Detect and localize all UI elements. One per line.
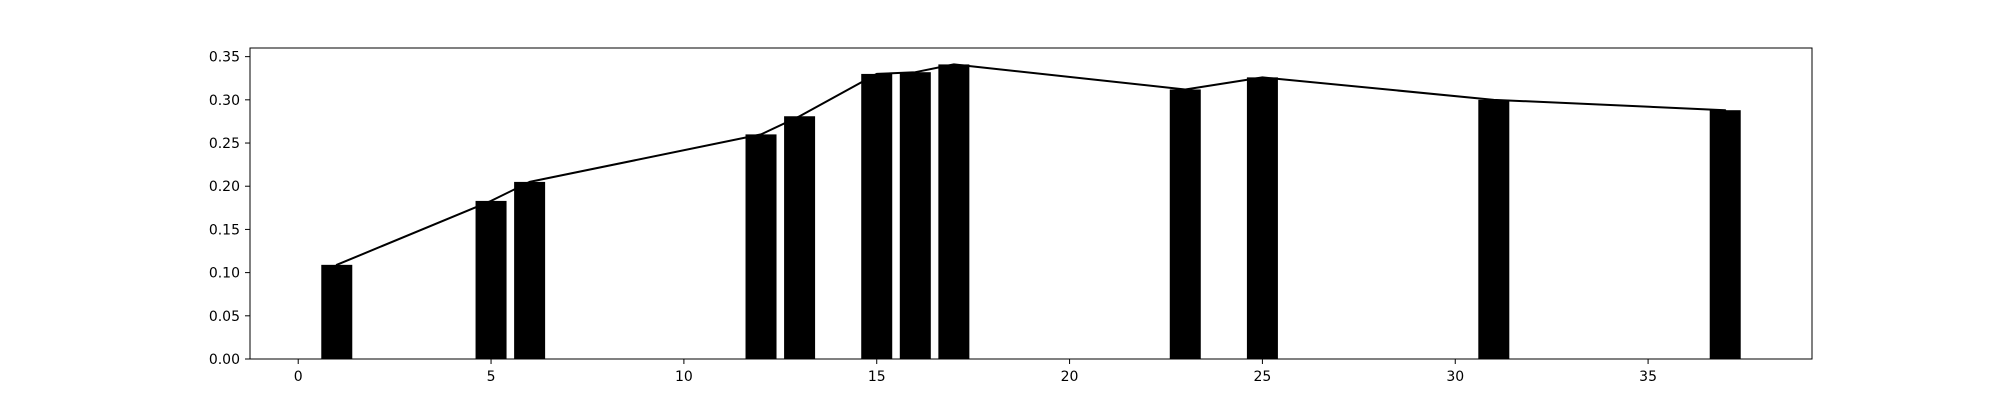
y-tick-label-0.00: 0.00	[209, 352, 240, 368]
bar-10	[1246, 77, 1278, 360]
plot-area: 0 5 10 15 20 25 30 35 0.00 0.05 0.10 0.15 0.20 0.25 0.…	[209, 47, 1813, 385]
bar-7	[899, 72, 931, 359]
bar-8	[938, 64, 970, 359]
plot-frame	[249, 47, 1813, 360]
bar-5	[784, 116, 816, 359]
x-tick-label-0: 0	[294, 369, 303, 385]
y-tick-label-0.35: 0.35	[209, 50, 240, 66]
y-tick-label-0.30: 0.30	[209, 93, 240, 109]
bar-9	[1169, 89, 1201, 359]
x-tick-label-5: 5	[487, 369, 496, 385]
trend-line	[335, 63, 1727, 266]
bar-6	[861, 73, 893, 360]
y-tick-label-0.25: 0.25	[209, 136, 240, 152]
x-tick-label-10: 10	[675, 369, 693, 385]
bar-3	[514, 181, 546, 359]
x-tick-label-35: 35	[1639, 369, 1657, 385]
bar-2	[475, 200, 507, 359]
y-tick-label-0.05: 0.05	[209, 309, 240, 325]
bar-1	[321, 264, 353, 359]
x-tick-label-20: 20	[1061, 369, 1079, 385]
bar-12	[1709, 110, 1741, 359]
bar-4	[745, 134, 777, 359]
x-tick-label-15: 15	[868, 369, 886, 385]
y-tick-label-0.15: 0.15	[209, 222, 240, 238]
bar-11	[1478, 99, 1510, 359]
y-tick-label-0.20: 0.20	[209, 179, 240, 195]
y-tick-label-0.10: 0.10	[209, 266, 240, 282]
x-tick-label-25: 25	[1253, 369, 1271, 385]
x-tick-label-30: 30	[1446, 369, 1464, 385]
